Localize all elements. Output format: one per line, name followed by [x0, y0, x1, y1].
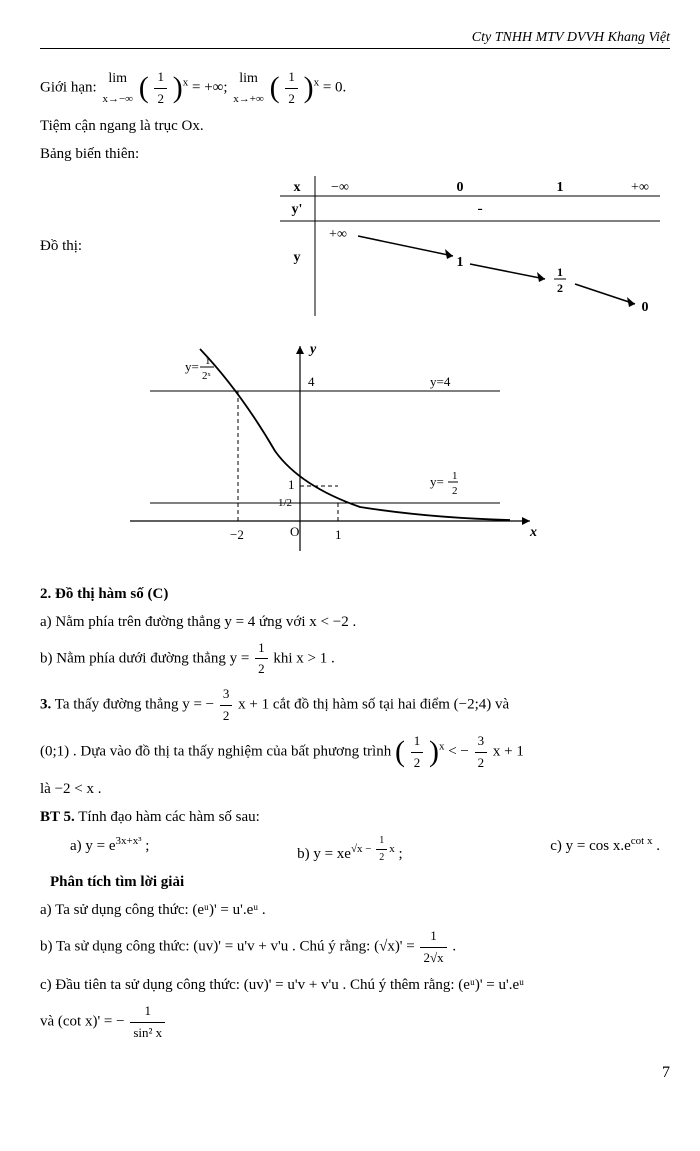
svg-text:1: 1 — [335, 527, 342, 542]
half-frac: 1 2 — [411, 731, 424, 774]
paren-l: ( — [139, 74, 149, 102]
sol-a: a) Ta sử dụng công thức: (eᵘ)' = u'.eᵘ . — [40, 898, 670, 922]
analysis-title: Phân tích tìm lời giải — [50, 870, 670, 894]
svg-text:+∞: +∞ — [329, 227, 347, 242]
svg-text:1: 1 — [557, 265, 563, 279]
sol-c: c) Đầu tiên ta sử dụng công thức: (uv)' … — [40, 973, 670, 997]
svg-text:0: 0 — [642, 300, 649, 315]
section-2a: a) Nằm phía trên đường thẳng y = 4 ứng v… — [40, 610, 670, 634]
text: (0;1) . Dựa vào đồ thị ta thấy nghiệm củ… — [40, 744, 395, 760]
exp-x: x — [314, 77, 320, 89]
function-graph: y x O 4 y=4 1/2 y= 1 2 1 −2 1 — [130, 341, 670, 566]
svg-text:-: - — [477, 200, 482, 217]
text: = 0. — [323, 80, 346, 96]
svg-text:x: x — [294, 180, 301, 195]
text: Tính đạo hàm các hàm số sau: — [78, 809, 260, 825]
svg-text:x: x — [529, 525, 537, 540]
text: . — [452, 939, 456, 955]
section-3-line2: (0;1) . Dựa vào đồ thị ta thấy nghiệm củ… — [40, 731, 670, 774]
text: < − — [448, 744, 469, 760]
vartab-svg: x −∞ 0 1 +∞ y' - y +∞ 1 1 2 0 — [280, 176, 660, 316]
svg-text:2: 2 — [452, 485, 458, 497]
sol-d: và (cot x)' = − 1 sin² x — [40, 1001, 670, 1044]
frac-sqrt: 1 2√x — [420, 926, 446, 969]
svg-text:O: O — [290, 524, 299, 539]
lim1: lim x→−∞ — [102, 68, 133, 108]
svg-text:y: y — [294, 250, 301, 265]
svg-text:y': y' — [292, 202, 303, 217]
text: b) Nằm phía dưới đường thẳng y = — [40, 650, 253, 666]
graph-label: Đồ thị: — [40, 234, 280, 258]
svg-text:y=4: y=4 — [430, 374, 451, 389]
bt5-items: a) y = e3x+x³ ; b) y = xe√x − 12x ; c) y… — [40, 833, 670, 866]
svg-text:1: 1 — [457, 255, 464, 270]
frac-3-2: 3 2 — [475, 731, 488, 774]
limit-line: Giới hạn: lim x→−∞ ( 1 2 )x = +∞; lim x→… — [40, 67, 670, 110]
text: khi x > 1 . — [273, 650, 334, 666]
text: x + 1 — [493, 744, 524, 760]
svg-text:y=: y= — [185, 359, 199, 374]
exp-x: x — [183, 77, 189, 89]
svg-text:1: 1 — [288, 477, 295, 492]
svg-text:2: 2 — [557, 281, 563, 295]
paren-r: ) — [429, 738, 439, 766]
paren-l: ( — [395, 738, 405, 766]
text: = +∞; — [192, 80, 231, 96]
text: Ta thấy đường thẳng y = − — [55, 697, 214, 713]
svg-text:+∞: +∞ — [631, 180, 649, 195]
sol-b: b) Ta sử dụng công thức: (uv)' = u'v + v… — [40, 926, 670, 969]
text: và (cot x)' = − — [40, 1014, 125, 1030]
svg-text:4: 4 — [308, 374, 315, 389]
bt5-title: BT 5. Tính đạo hàm các hàm số sau: — [40, 805, 670, 829]
paren-r: ) — [173, 74, 183, 102]
svg-text:1: 1 — [557, 180, 564, 195]
page-number: 7 — [40, 1064, 670, 1082]
bt5a: a) y = e3x+x³ ; — [70, 833, 149, 866]
section-3: 3. Ta thấy đường thẳng y = − 3 2 x + 1 c… — [40, 684, 670, 727]
exp-x: x — [439, 741, 445, 753]
svg-text:1/2: 1/2 — [278, 497, 292, 509]
text: Giới hạn: — [40, 80, 100, 96]
section-3-line3: là −2 < x . — [40, 777, 670, 801]
bt5-label: BT 5. — [40, 809, 75, 825]
frac-3-2: 3 2 — [220, 684, 233, 727]
page-header: Cty TNHH MTV DVVH Khang Việt — [40, 30, 670, 49]
half-frac: 1 2 — [255, 638, 268, 681]
text: b) Ta sử dụng công thức: (uv)' = u'v + v… — [40, 939, 418, 955]
half-frac: 1 2 — [154, 67, 167, 110]
svg-text:y: y — [308, 342, 317, 357]
svg-text:1: 1 — [205, 355, 211, 367]
svg-text:−∞: −∞ — [331, 180, 349, 195]
text: x + 1 cắt đồ thị hàm số tại hai điểm (−2… — [238, 697, 509, 713]
svg-text:y=: y= — [430, 474, 444, 489]
frac-sin: 1 sin² x — [130, 1001, 165, 1044]
half-frac: 1 2 — [285, 67, 298, 110]
section-2: 2. Đồ thị hàm số (C) — [40, 582, 670, 606]
paren-l: ( — [270, 74, 280, 102]
svg-text:2ˣ: 2ˣ — [202, 370, 212, 382]
svg-text:−2: −2 — [230, 527, 244, 542]
vartab-label: Bảng biến thiên: — [40, 142, 670, 166]
paren-r: ) — [304, 74, 314, 102]
svg-text:0: 0 — [457, 180, 464, 195]
bt5c: c) y = cos x.ecot x . — [550, 833, 660, 866]
section-2b: b) Nằm phía dưới đường thẳng y = 1 2 khi… — [40, 638, 670, 681]
bt5b: b) y = xe√x − 12x ; — [297, 833, 403, 866]
asymptote-line: Tiệm cận ngang là trục Ox. — [40, 114, 670, 138]
variation-table: x −∞ 0 1 +∞ y' - y +∞ 1 1 2 0 — [280, 176, 660, 321]
svg-text:1: 1 — [452, 470, 458, 482]
lim2: lim x→+∞ — [233, 68, 264, 108]
